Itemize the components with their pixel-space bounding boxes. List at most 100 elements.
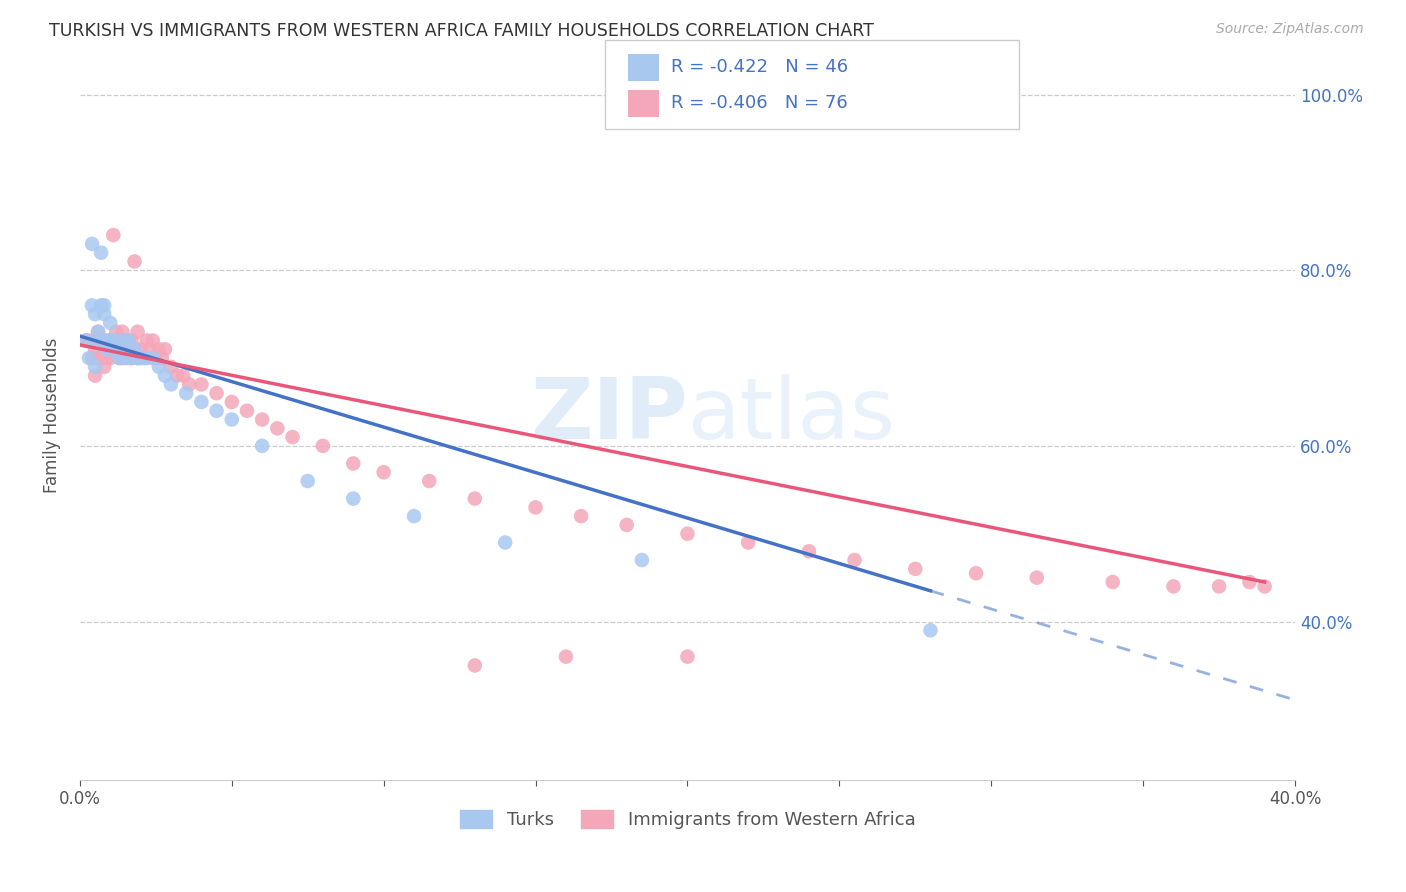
Point	[418, 474, 440, 488]
Point	[127, 351, 149, 365]
Point	[108, 334, 131, 348]
Point	[569, 509, 592, 524]
Y-axis label: Family Households: Family Households	[44, 337, 60, 493]
Point	[121, 351, 143, 365]
Point	[93, 359, 115, 374]
Point	[205, 386, 228, 401]
Point	[266, 421, 288, 435]
Point	[920, 624, 942, 638]
Point	[190, 395, 212, 409]
Point	[84, 307, 107, 321]
Point	[103, 343, 125, 357]
Point	[250, 439, 273, 453]
Point	[77, 334, 100, 348]
Point	[114, 343, 136, 357]
Point	[124, 343, 146, 357]
Point	[114, 334, 136, 348]
Point	[190, 377, 212, 392]
Point	[105, 325, 128, 339]
Point	[127, 351, 149, 365]
Point	[111, 325, 134, 339]
Point	[221, 412, 243, 426]
Point	[93, 298, 115, 312]
Point	[797, 544, 820, 558]
Point	[179, 377, 201, 392]
Point	[205, 403, 228, 417]
Point	[135, 351, 157, 365]
Point	[127, 325, 149, 339]
Point	[342, 457, 364, 471]
Point	[236, 403, 259, 417]
Point	[1239, 574, 1261, 589]
Point	[174, 386, 197, 401]
Point	[84, 368, 107, 383]
Point	[87, 334, 110, 348]
Point	[117, 351, 139, 365]
Point	[121, 351, 143, 365]
Point	[111, 343, 134, 357]
Point	[103, 228, 125, 243]
Point	[148, 359, 170, 374]
Point	[153, 343, 176, 357]
Point	[96, 343, 118, 357]
Point	[494, 535, 516, 549]
Point	[737, 535, 759, 549]
Point	[98, 334, 121, 348]
Point	[124, 254, 146, 268]
Point	[297, 474, 319, 488]
Point	[90, 298, 112, 312]
Point	[84, 343, 107, 357]
Point	[464, 658, 486, 673]
Point	[312, 439, 335, 453]
Point	[93, 307, 115, 321]
Point	[965, 566, 987, 581]
Point	[90, 351, 112, 365]
Legend: Turks, Immigrants from Western Africa: Turks, Immigrants from Western Africa	[453, 803, 922, 836]
Point	[117, 334, 139, 348]
Point	[160, 377, 183, 392]
Point	[281, 430, 304, 444]
Point	[87, 325, 110, 339]
Point	[87, 325, 110, 339]
Point	[148, 343, 170, 357]
Point	[121, 334, 143, 348]
Point	[129, 343, 152, 357]
Point	[1101, 574, 1123, 589]
Point	[103, 334, 125, 348]
Point	[1025, 571, 1047, 585]
Point	[117, 334, 139, 348]
Point	[402, 509, 425, 524]
Point	[464, 491, 486, 506]
Point	[87, 351, 110, 365]
Text: R = -0.406   N = 76: R = -0.406 N = 76	[671, 95, 848, 112]
Text: ZIP: ZIP	[530, 374, 688, 457]
Point	[90, 245, 112, 260]
Point	[904, 562, 927, 576]
Point	[96, 343, 118, 357]
Point	[80, 236, 103, 251]
Point	[98, 334, 121, 348]
Text: Source: ZipAtlas.com: Source: ZipAtlas.com	[1216, 22, 1364, 37]
Point	[105, 334, 128, 348]
Point	[373, 465, 395, 479]
Point	[103, 334, 125, 348]
Point	[1163, 579, 1185, 593]
Point	[555, 649, 578, 664]
Point	[1253, 579, 1275, 593]
Text: TURKISH VS IMMIGRANTS FROM WESTERN AFRICA FAMILY HOUSEHOLDS CORRELATION CHART: TURKISH VS IMMIGRANTS FROM WESTERN AFRIC…	[49, 22, 875, 40]
Point	[98, 351, 121, 365]
Point	[77, 351, 100, 365]
Point	[631, 553, 654, 567]
Point	[844, 553, 866, 567]
Point	[108, 351, 131, 365]
Point	[108, 343, 131, 357]
Text: R = -0.422   N = 46: R = -0.422 N = 46	[671, 58, 848, 77]
Point	[75, 334, 97, 348]
Point	[150, 351, 173, 365]
Point	[160, 359, 183, 374]
Point	[676, 649, 699, 664]
Point	[111, 351, 134, 365]
Point	[676, 526, 699, 541]
Point	[135, 334, 157, 348]
Point	[108, 351, 131, 365]
